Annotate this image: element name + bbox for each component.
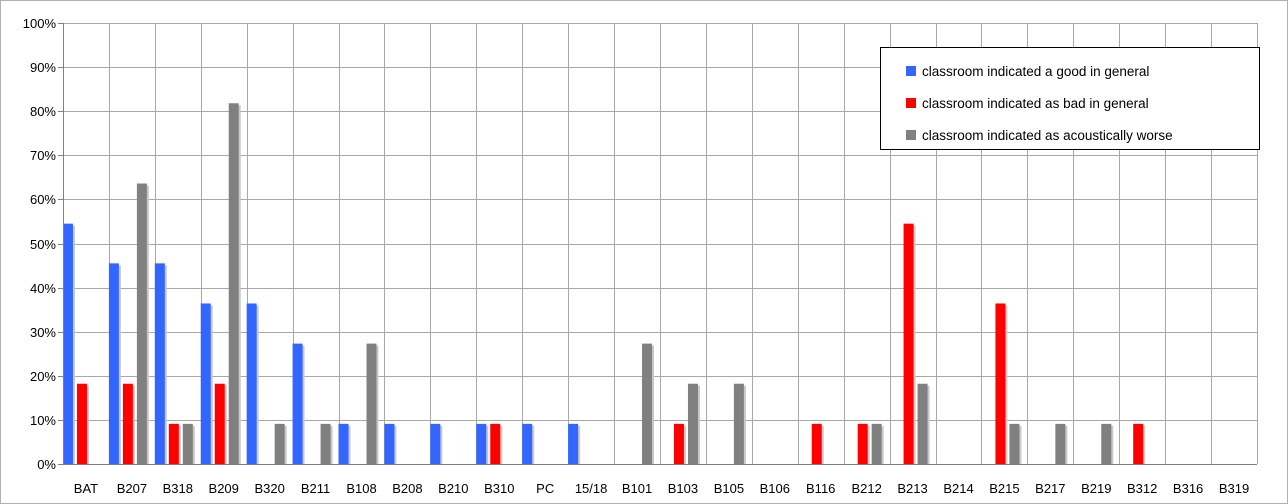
x-tick-label: B214 [943,481,973,496]
legend-swatch [906,66,916,76]
y-tick-label: 70% [30,148,56,163]
x-tick-label: B108 [346,481,376,496]
bar [811,423,822,464]
x-tick-label: B316 [1173,481,1203,496]
x-tick-label: B209 [209,481,239,496]
y-tick-label: 80% [30,104,56,119]
x-tick-label: B212 [851,481,881,496]
x-tick-label: B101 [622,481,652,496]
x-tick-label: BAT [74,481,98,496]
bar [1133,423,1144,464]
bar [733,383,744,464]
bar [673,423,684,464]
y-tick-label: 0% [37,457,56,472]
legend-label: classroom indicated as bad in general [922,96,1149,111]
bar [200,303,211,464]
y-tick-label: 90% [30,60,56,75]
x-tick-label: B319 [1219,481,1249,496]
x-tick-label: B210 [438,481,468,496]
y-tick-label: 100% [23,16,57,31]
bar [292,343,303,464]
bar [642,343,653,464]
bar [154,263,165,464]
bar [1101,423,1112,464]
legend-label: classroom indicated a good in general [922,64,1149,79]
legend: classroom indicated a good in general cla… [880,47,1260,150]
bar [687,383,698,464]
y-tick-label: 30% [30,325,56,340]
bar [62,223,73,464]
bar [274,423,285,464]
bar [568,423,579,464]
legend-swatch [906,130,916,140]
x-tick-label: B310 [484,481,514,496]
x-tick-label: 15/18 [575,481,608,496]
axes: 0% 10% 20% 30% 40% 50% 60% 70% 80% 90% 100% BAT B207… [23,16,1257,496]
bar [76,383,87,464]
x-tick-label: B208 [392,481,422,496]
bar [995,303,1006,464]
bar [228,103,239,465]
bar [214,383,225,464]
x-tick-label: B219 [1081,481,1111,496]
bar [1055,423,1066,464]
y-tick-label: 50% [30,237,56,252]
bar [366,343,377,464]
x-tick-label: B116 [806,481,835,496]
x-tick-label: B320 [254,481,284,496]
bars [62,103,1146,465]
y-tick-label: 40% [30,281,56,296]
bar [338,423,349,464]
bar [476,423,487,464]
x-tick-label: B105 [714,481,744,496]
legend-swatch [906,98,916,108]
bar [108,263,119,464]
x-tick-label: B217 [1035,481,1065,496]
bar [320,423,331,464]
bar [903,223,914,464]
x-tick-label: B215 [989,481,1019,496]
y-tick-label: 60% [30,192,56,207]
legend-box [880,47,1260,150]
bar [136,183,147,465]
bar [522,423,533,464]
bar [122,383,133,464]
y-tick-label: 10% [30,413,56,428]
bar [384,423,395,464]
x-tick-label: PC [536,481,554,496]
bar [168,423,179,464]
x-tick-label: B312 [1127,481,1157,496]
bar [490,423,501,464]
x-tick-label: B103 [668,481,698,496]
x-tick-label: B318 [163,481,193,496]
x-tick-label: B106 [760,481,790,496]
bar [857,423,868,464]
x-tick-label: B211 [301,481,330,496]
y-tick-label: 20% [30,369,56,384]
bar [1009,423,1020,464]
bar [917,383,928,464]
x-tick-label: B207 [117,481,147,496]
legend-label: classroom indicated as acoustically wors… [922,128,1173,143]
bar [182,423,193,464]
bar [871,423,882,464]
bar [246,303,257,464]
bar [430,423,441,464]
x-tick-label: B213 [897,481,927,496]
